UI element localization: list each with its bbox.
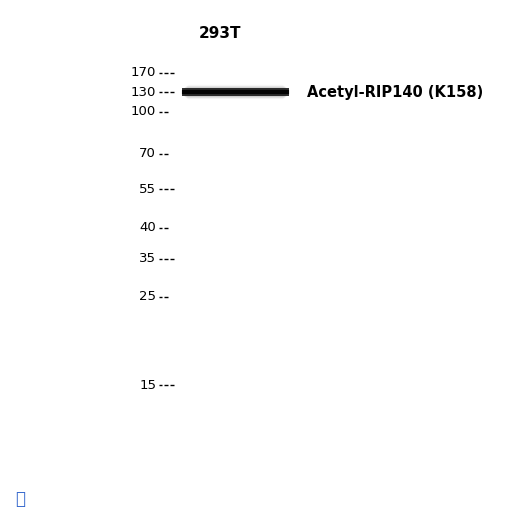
Text: 100: 100: [131, 105, 156, 118]
Text: 55: 55: [139, 183, 156, 196]
Text: Acetyl-RIP140 (K158): Acetyl-RIP140 (K158): [307, 84, 483, 100]
FancyBboxPatch shape: [182, 89, 289, 95]
Text: 25: 25: [139, 290, 156, 304]
Text: 293T: 293T: [199, 26, 242, 41]
Text: 70: 70: [139, 147, 156, 160]
Text: 130: 130: [131, 86, 156, 99]
Bar: [182, 88, 289, 96]
Text: Ⓐ: Ⓐ: [15, 490, 26, 508]
Bar: [182, 90, 289, 94]
FancyBboxPatch shape: [181, 90, 290, 94]
FancyBboxPatch shape: [182, 90, 289, 95]
Text: 15: 15: [139, 378, 156, 392]
Text: 40: 40: [139, 221, 156, 234]
Text: 170: 170: [131, 66, 156, 79]
Text: 35: 35: [139, 252, 156, 265]
FancyBboxPatch shape: [182, 90, 289, 95]
